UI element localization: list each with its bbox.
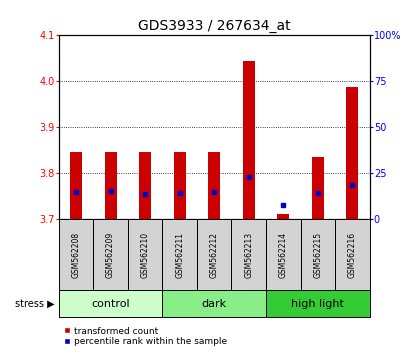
Legend: transformed count, percentile rank within the sample: transformed count, percentile rank withi… [63, 327, 227, 346]
Bar [243, 61, 255, 219]
Bar [231, 219, 266, 290]
Bar [197, 219, 231, 290]
Bar [59, 219, 93, 290]
Text: GSM562210: GSM562210 [141, 232, 150, 278]
Bar [346, 87, 358, 219]
Bar [93, 219, 128, 290]
Bar [139, 152, 151, 219]
Bar [312, 158, 324, 219]
Text: GSM562216: GSM562216 [348, 232, 357, 278]
Bar [277, 214, 289, 219]
Bar [208, 152, 220, 219]
Text: control: control [91, 298, 130, 309]
Text: dark: dark [202, 298, 227, 309]
Title: GDS3933 / 267634_at: GDS3933 / 267634_at [138, 19, 291, 33]
Bar [105, 152, 117, 219]
Text: stress ▶: stress ▶ [15, 298, 55, 309]
Bar [70, 152, 82, 219]
Bar [266, 290, 370, 317]
Text: GSM562214: GSM562214 [279, 232, 288, 278]
Bar [128, 219, 163, 290]
Text: GSM562213: GSM562213 [244, 232, 253, 278]
Text: GSM562212: GSM562212 [210, 232, 219, 278]
Text: GSM562215: GSM562215 [313, 232, 322, 278]
Text: GSM562209: GSM562209 [106, 232, 115, 278]
Bar [163, 290, 266, 317]
Bar [266, 219, 301, 290]
Bar [301, 219, 335, 290]
Text: high light: high light [291, 298, 344, 309]
Bar [59, 290, 163, 317]
Text: GSM562208: GSM562208 [71, 232, 81, 278]
Bar [163, 219, 197, 290]
Bar [335, 219, 370, 290]
Text: GSM562211: GSM562211 [175, 232, 184, 278]
Bar [173, 152, 186, 219]
